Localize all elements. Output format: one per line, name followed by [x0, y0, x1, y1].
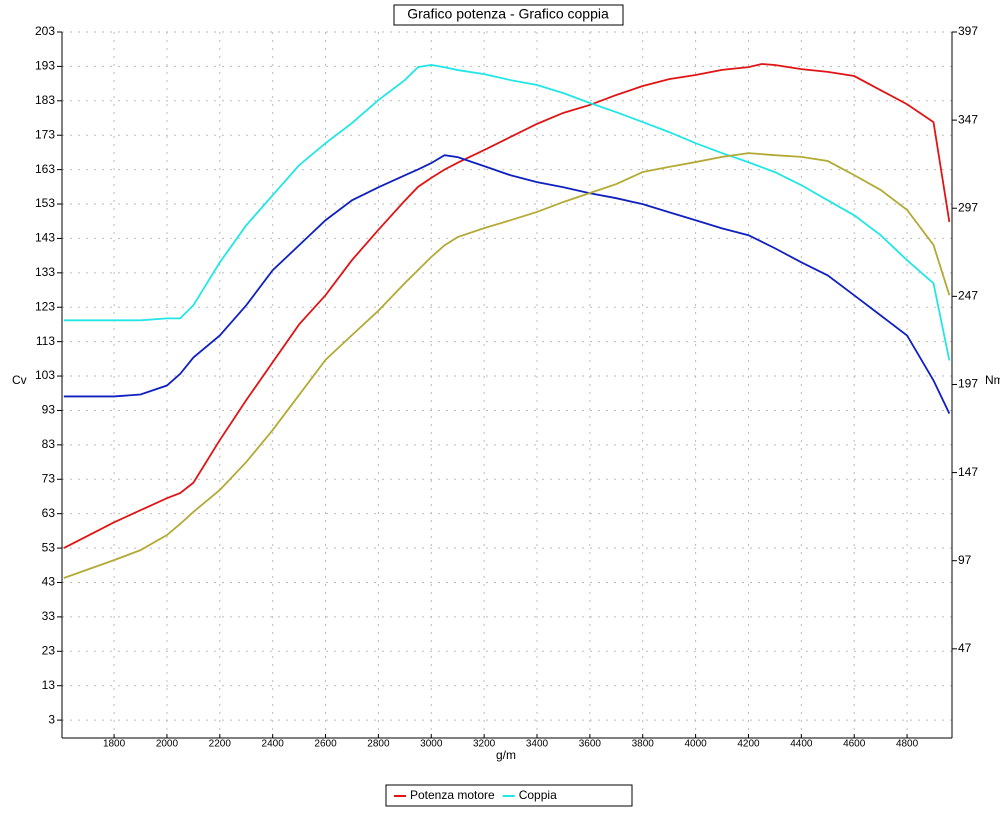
- x-tick-label: 3400: [526, 739, 549, 750]
- legend-label: Coppia: [519, 788, 557, 802]
- y2-axis-label: Nm: [985, 373, 1000, 387]
- y-tick-label: 113: [36, 334, 55, 348]
- x-tick-label: 3000: [420, 739, 443, 750]
- y-tick-label: 193: [35, 59, 55, 73]
- y2-tick-label: 197: [958, 377, 978, 391]
- data-line: [63, 152, 951, 579]
- x-tick-label: 3800: [632, 739, 655, 750]
- y-tick-label: 163: [35, 162, 55, 176]
- x-axis-label: g/m: [496, 748, 516, 762]
- y2-tick-label: 147: [958, 465, 978, 479]
- y-tick-label: 123: [35, 299, 55, 313]
- y-tick-label: 23: [42, 643, 56, 657]
- x-tick-label: 4000: [684, 739, 707, 750]
- data-line: [63, 63, 951, 549]
- y2-tick-label: 397: [958, 24, 978, 38]
- title-box: [393, 4, 624, 26]
- x-tick-label: 4800: [896, 739, 919, 750]
- x-tick-label: 2000: [156, 739, 179, 750]
- x-tick-label: 2200: [209, 739, 232, 750]
- y-tick-label: 73: [42, 471, 56, 485]
- legend-label: Potenza motore: [410, 788, 495, 802]
- y-tick-label: 183: [35, 93, 55, 107]
- x-tick-label: 4400: [790, 739, 813, 750]
- chart-title: Grafico potenza - Grafico coppia: [407, 6, 609, 22]
- y-tick-label: 133: [35, 265, 55, 279]
- data-line: [63, 64, 951, 361]
- y-tick-label: 63: [42, 506, 56, 520]
- x-tick-label: 2800: [367, 739, 390, 750]
- x-tick-label: 3200: [473, 739, 496, 750]
- data-line: [63, 154, 951, 414]
- y-tick-label: 43: [42, 575, 56, 589]
- y-tick-label: 53: [42, 540, 56, 554]
- y-tick-label: 173: [35, 127, 55, 141]
- y-tick-label: 13: [42, 678, 56, 692]
- y2-tick-label: 297: [958, 200, 978, 214]
- y-tick-label: 103: [35, 368, 55, 382]
- x-tick-label: 4200: [737, 739, 760, 750]
- x-tick-label: 1800: [103, 739, 126, 750]
- y-tick-label: 143: [35, 231, 55, 245]
- y-tick-label: 83: [42, 437, 56, 451]
- y2-tick-label: 347: [958, 112, 978, 126]
- y2-tick-label: 97: [958, 553, 972, 567]
- x-tick-label: 4600: [843, 739, 866, 750]
- y2-tick-label: 47: [958, 641, 972, 655]
- y2-tick-label: 247: [958, 289, 978, 303]
- x-tick-label: 2600: [314, 739, 337, 750]
- x-tick-label: 3600: [579, 739, 602, 750]
- x-tick-label: 2400: [262, 739, 285, 750]
- y-tick-label: 153: [35, 196, 55, 210]
- y-tick-label: 3: [48, 712, 55, 726]
- y-tick-label: 203: [35, 24, 55, 38]
- y-tick-label: 93: [42, 403, 56, 417]
- y-tick-label: 33: [42, 609, 56, 623]
- y-axis-label: Cv: [12, 373, 27, 387]
